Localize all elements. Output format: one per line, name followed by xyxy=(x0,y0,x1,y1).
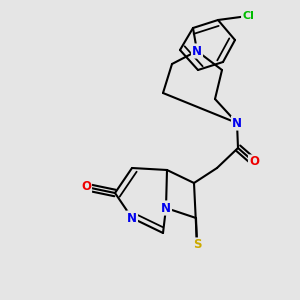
Text: N: N xyxy=(127,212,137,224)
Text: Cl: Cl xyxy=(242,11,254,21)
Text: N: N xyxy=(161,202,171,214)
Text: N: N xyxy=(232,116,242,130)
Text: S: S xyxy=(193,238,201,251)
Text: O: O xyxy=(249,155,259,169)
Text: N: N xyxy=(192,44,202,58)
Text: O: O xyxy=(81,181,91,194)
